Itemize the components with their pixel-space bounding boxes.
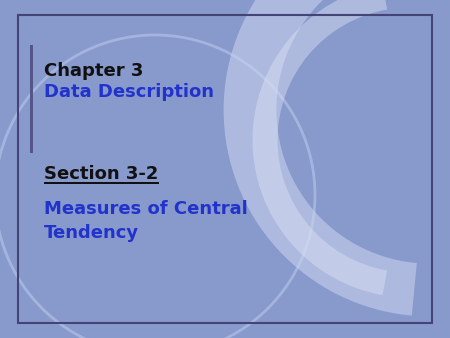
Text: Section 3-2: Section 3-2 xyxy=(44,165,158,183)
Text: Measures of Central
Tendency: Measures of Central Tendency xyxy=(44,200,248,242)
Text: Data Description: Data Description xyxy=(44,83,214,101)
Bar xyxy=(30,45,33,153)
Text: Chapter 3: Chapter 3 xyxy=(44,62,144,80)
Bar xyxy=(44,182,159,184)
